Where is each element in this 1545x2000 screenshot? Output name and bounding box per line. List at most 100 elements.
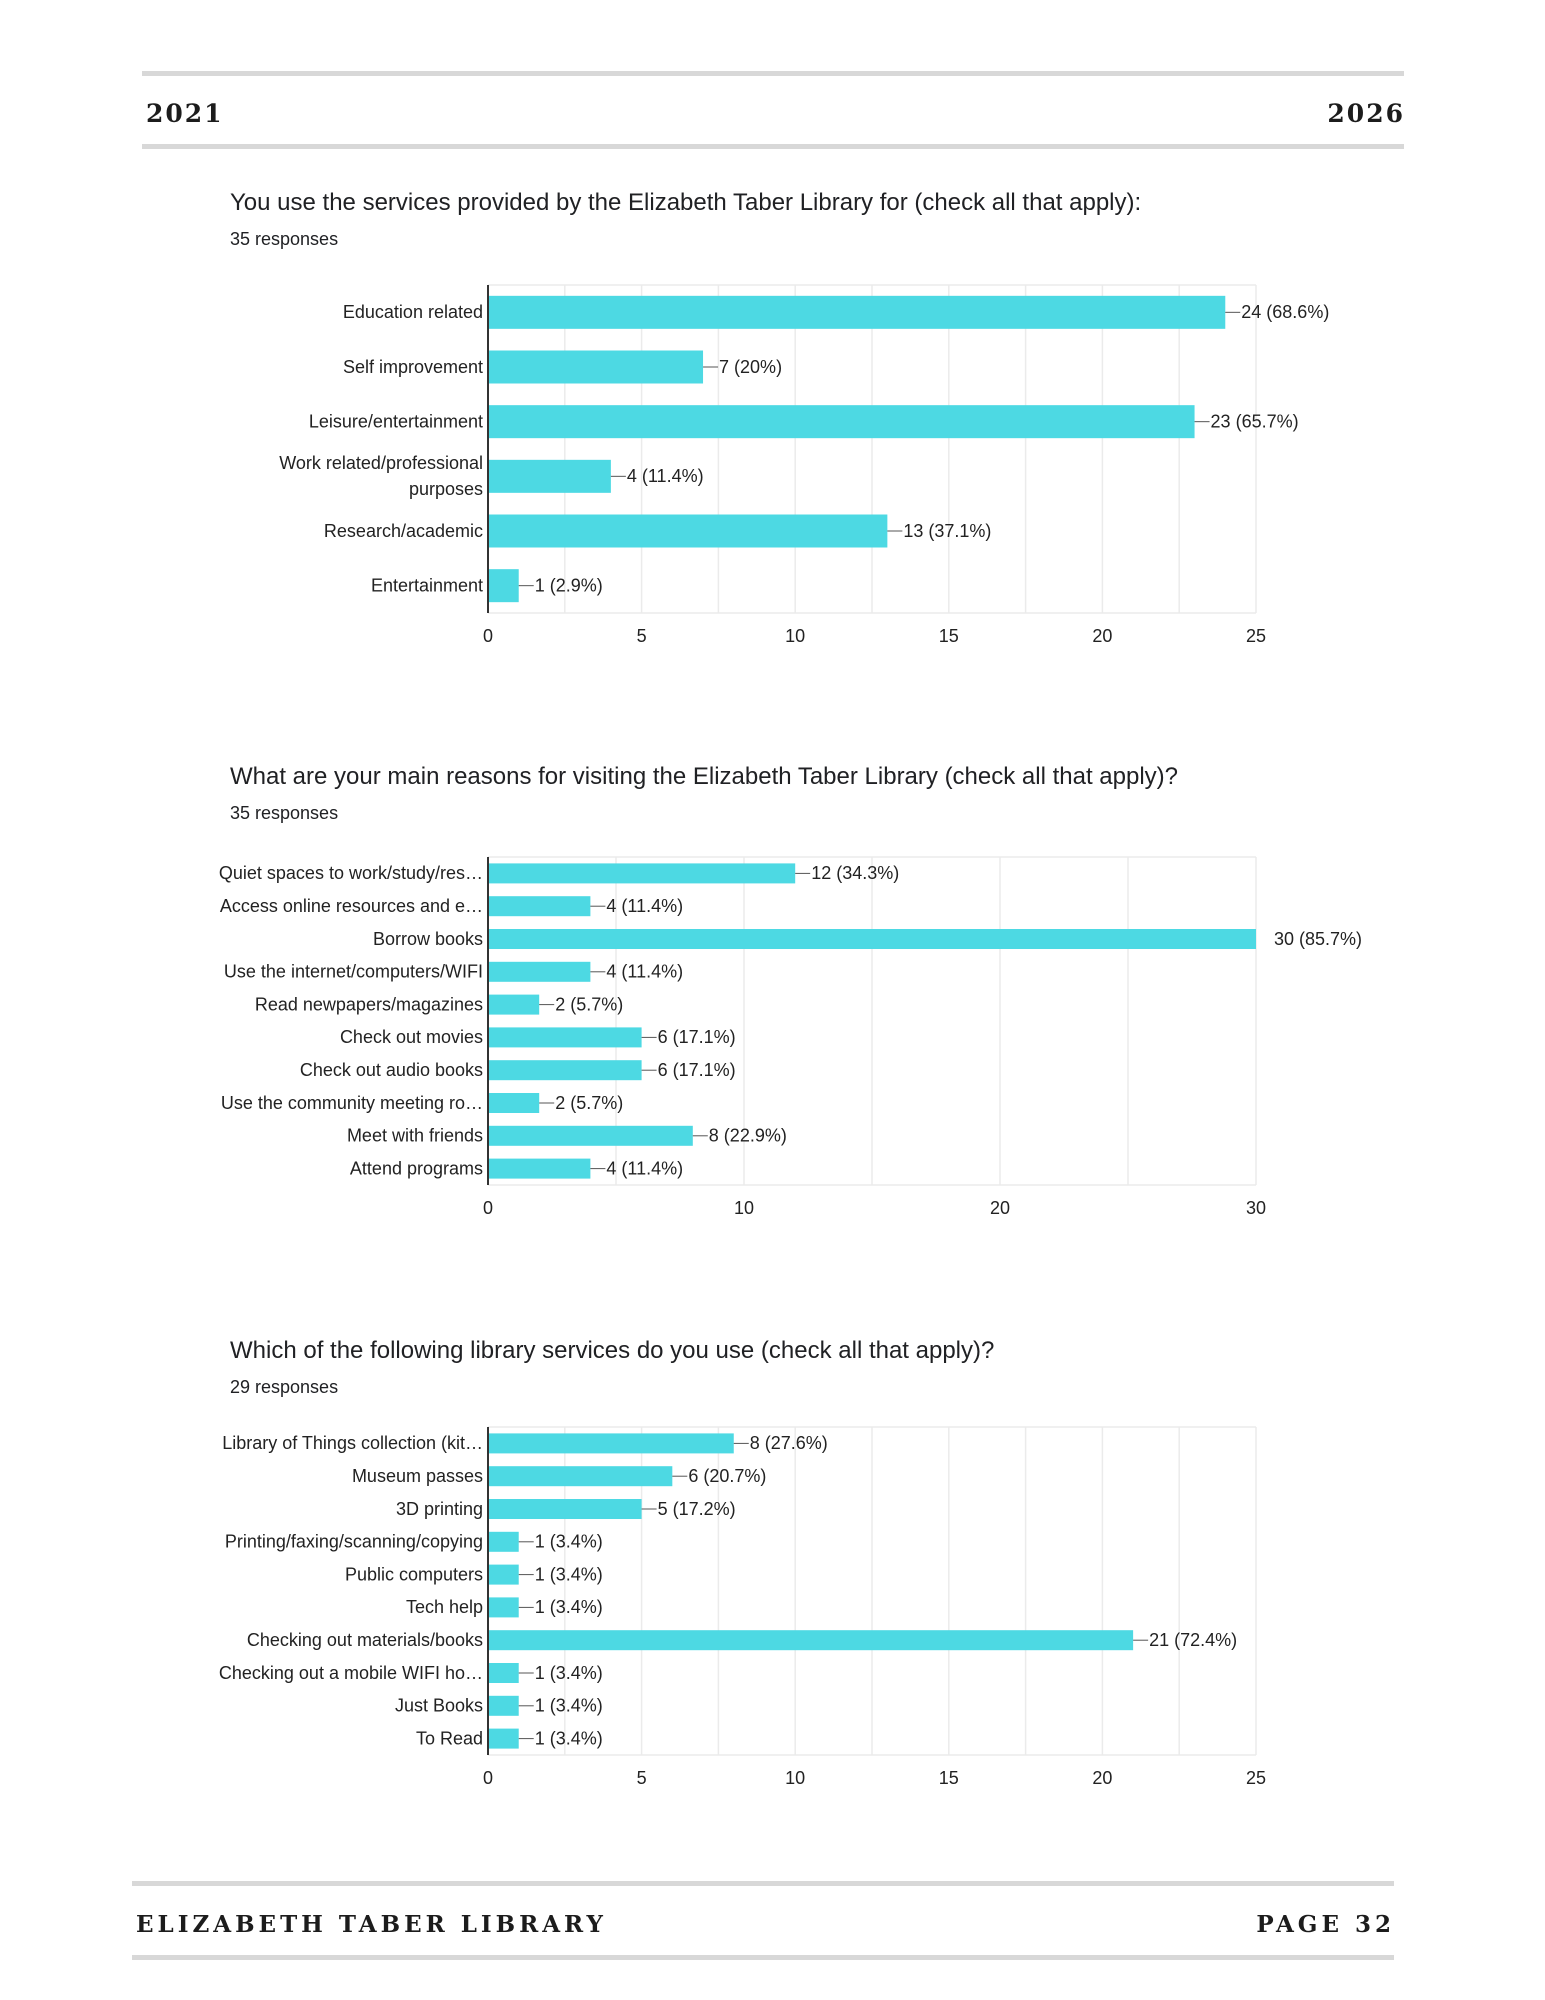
bar bbox=[488, 1433, 734, 1454]
category-label: Check out movies bbox=[340, 1027, 483, 1047]
category-label: purposes bbox=[409, 479, 483, 499]
x-tick-label: 15 bbox=[939, 626, 959, 646]
bar bbox=[488, 1027, 642, 1048]
data-label: 6 (17.1%) bbox=[658, 1060, 736, 1080]
category-label: Research/academic bbox=[324, 521, 483, 541]
footer-library-name: ELIZABETH TABER LIBRARY bbox=[136, 1911, 607, 1938]
bar bbox=[488, 1093, 540, 1113]
data-label: 6 (17.1%) bbox=[658, 1027, 736, 1047]
x-tick-label: 10 bbox=[785, 626, 805, 646]
question-2-title: What are your main reasons for visiting … bbox=[230, 763, 1179, 790]
bar bbox=[488, 295, 1226, 329]
bar bbox=[488, 514, 888, 548]
bar bbox=[488, 929, 1256, 949]
category-label: Leisure/entertainment bbox=[309, 411, 483, 431]
bar bbox=[488, 1695, 519, 1716]
x-tick-label: 20 bbox=[990, 1198, 1010, 1218]
data-label: 7 (20%) bbox=[719, 357, 782, 377]
question-2-responses: 35 responses bbox=[230, 803, 339, 823]
category-label: Just Books bbox=[395, 1696, 483, 1716]
bar bbox=[488, 1663, 519, 1683]
data-label: 21 (72.4%) bbox=[1149, 1630, 1237, 1650]
bar bbox=[488, 405, 1195, 439]
category-label: Use the community meeting ro… bbox=[221, 1093, 483, 1113]
x-tick-label: 25 bbox=[1246, 626, 1266, 646]
category-label: Attend programs bbox=[350, 1158, 483, 1178]
x-tick-label: 10 bbox=[734, 1198, 754, 1218]
data-label: 1 (3.4%) bbox=[535, 1597, 603, 1617]
category-label: Entertainment bbox=[371, 575, 483, 595]
header-rule-top bbox=[142, 71, 1404, 76]
header-year-end: 2026 bbox=[1327, 99, 1405, 128]
category-label: Printing/faxing/scanning/copying bbox=[225, 1532, 483, 1552]
category-label: Access online resources and e… bbox=[220, 896, 483, 916]
x-tick-label: 15 bbox=[939, 1768, 959, 1788]
bar bbox=[488, 459, 611, 493]
footer-rule-bottom bbox=[132, 1955, 1394, 1960]
category-label: Education related bbox=[343, 302, 483, 322]
data-label: 30 (85.7%) bbox=[1274, 929, 1362, 949]
data-label: 4 (11.4%) bbox=[627, 466, 704, 486]
category-label: To Read bbox=[416, 1728, 483, 1748]
category-label: Public computers bbox=[345, 1564, 483, 1584]
bar bbox=[488, 1060, 642, 1081]
bar bbox=[488, 1630, 1134, 1651]
category-label: Check out audio books bbox=[300, 1060, 483, 1080]
bar bbox=[488, 569, 519, 603]
category-label: Work related/professional bbox=[279, 453, 483, 473]
bar bbox=[488, 1531, 519, 1552]
data-label: 1 (3.4%) bbox=[535, 1532, 603, 1552]
bar bbox=[488, 994, 540, 1015]
category-label: 3D printing bbox=[396, 1499, 483, 1519]
data-label: 4 (11.4%) bbox=[606, 896, 683, 916]
x-tick-label: 5 bbox=[637, 626, 647, 646]
footer-page-number: PAGE 32 bbox=[1256, 1911, 1395, 1938]
x-tick-label: 20 bbox=[1092, 1768, 1112, 1788]
x-tick-label: 25 bbox=[1246, 1768, 1266, 1788]
data-label: 1 (3.4%) bbox=[535, 1663, 603, 1683]
data-label: 2 (5.7%) bbox=[555, 1093, 623, 1113]
data-label: 1 (2.9%) bbox=[535, 575, 603, 595]
chart-1: 0 5 10 15 20 25 Education related 24 (68.6%) Sel… bbox=[279, 284, 1329, 646]
data-label: 1 (3.4%) bbox=[535, 1728, 603, 1748]
question-3-title: Which of the following library services … bbox=[230, 1337, 995, 1364]
bar bbox=[488, 863, 796, 884]
data-label: 1 (3.4%) bbox=[535, 1564, 603, 1584]
bar bbox=[488, 350, 704, 384]
x-tick-label: 0 bbox=[483, 1198, 493, 1218]
data-label: 8 (27.6%) bbox=[750, 1433, 828, 1453]
category-label: Museum passes bbox=[352, 1466, 483, 1486]
header-year-start: 2021 bbox=[146, 99, 224, 128]
x-tick-label: 10 bbox=[785, 1768, 805, 1788]
data-label: 1 (3.4%) bbox=[535, 1696, 603, 1716]
category-label: Meet with friends bbox=[347, 1126, 483, 1146]
category-label: Read newpapers/magazines bbox=[255, 994, 483, 1014]
category-label: Library of Things collection (kit… bbox=[222, 1433, 483, 1453]
x-tick-label: 20 bbox=[1092, 626, 1112, 646]
category-label: Use the internet/computers/WIFI bbox=[224, 962, 483, 982]
question-1-title: You use the services provided by the Eli… bbox=[230, 189, 1142, 216]
bar bbox=[488, 1158, 591, 1179]
data-label: 8 (22.9%) bbox=[709, 1126, 787, 1146]
category-label: Self improvement bbox=[343, 357, 483, 377]
data-label: 12 (34.3%) bbox=[811, 863, 899, 883]
chart-2: 0 10 20 30 Quiet spaces to work/study/res… 12… bbox=[219, 856, 1362, 1218]
x-tick-label: 5 bbox=[637, 1768, 647, 1788]
bar bbox=[488, 1499, 642, 1519]
data-label: 2 (5.7%) bbox=[555, 994, 623, 1014]
category-label: Quiet spaces to work/study/res… bbox=[219, 863, 483, 883]
header-rule-bottom bbox=[142, 144, 1404, 149]
bar bbox=[488, 1564, 519, 1585]
category-label: Checking out materials/books bbox=[247, 1630, 483, 1650]
data-label: 5 (17.2%) bbox=[658, 1499, 736, 1519]
data-label: 13 (37.1%) bbox=[903, 521, 991, 541]
x-tick-label: 0 bbox=[483, 1768, 493, 1788]
data-label: 4 (11.4%) bbox=[606, 962, 683, 982]
category-label: Tech help bbox=[406, 1597, 483, 1617]
bar bbox=[488, 961, 591, 982]
chart-3: 0 5 10 15 20 25 Library of Things collection (… bbox=[219, 1426, 1266, 1788]
bar bbox=[488, 1466, 673, 1487]
x-tick-label: 30 bbox=[1246, 1198, 1266, 1218]
bar bbox=[488, 1728, 519, 1749]
data-label: 6 (20.7%) bbox=[688, 1466, 766, 1486]
